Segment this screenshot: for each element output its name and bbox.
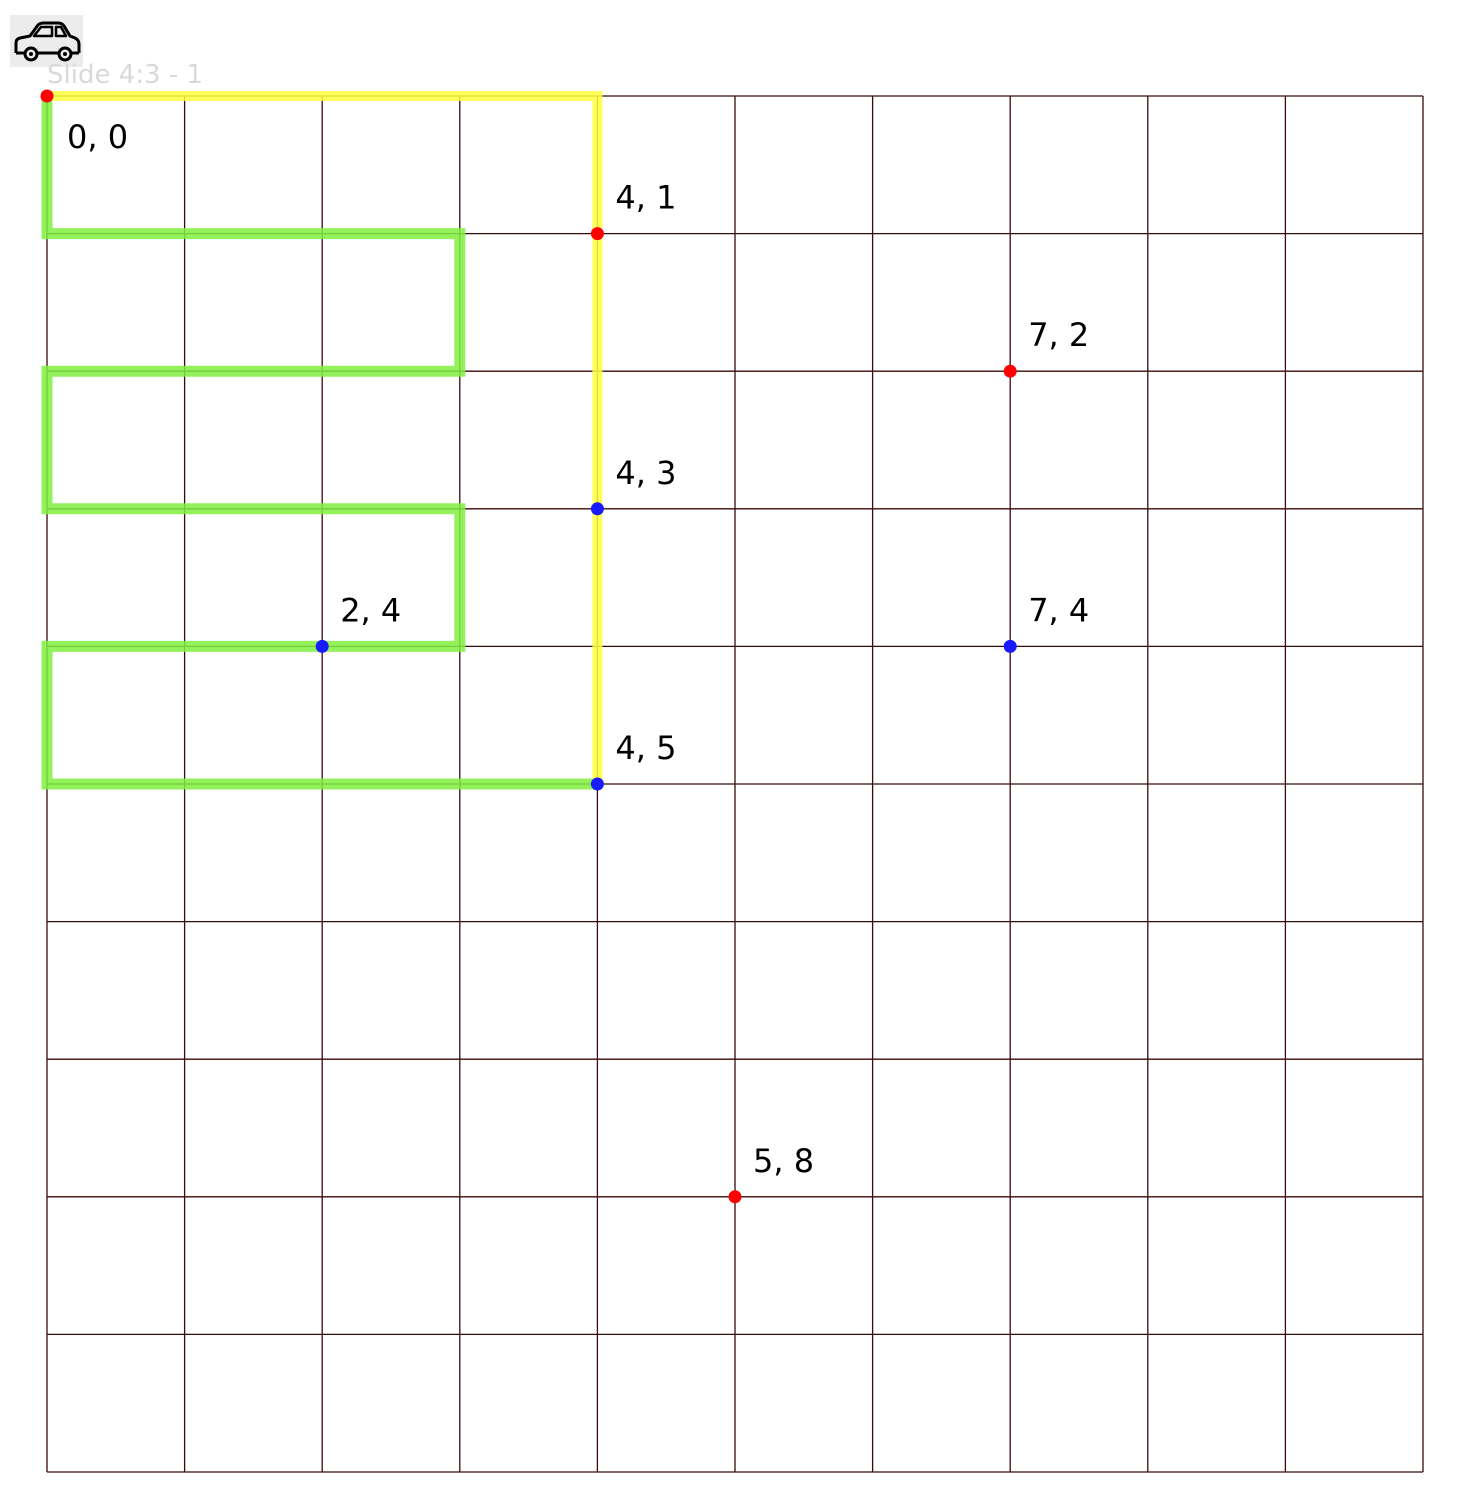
point-4-3	[590, 502, 604, 516]
point-7-2	[1003, 364, 1017, 378]
point-5-8	[728, 1190, 742, 1204]
point-0-0	[40, 89, 54, 103]
green-path	[41, 96, 598, 790]
point-label-7-4: 7, 4	[1028, 591, 1089, 629]
point-label-4-5: 4, 5	[615, 729, 676, 767]
point-label-0-0: 0, 0	[67, 118, 128, 156]
point-label-7-2: 7, 2	[1028, 316, 1089, 354]
point-label-4-3: 4, 3	[615, 454, 676, 492]
point-labels: 0, 0 4, 1 7, 2 4, 3 2, 4 7, 4 4, 5 5, 8	[67, 118, 1089, 1180]
yellow-path	[47, 91, 603, 784]
car-icon	[10, 15, 83, 67]
point-label-2-4: 2, 4	[340, 591, 401, 629]
point-4-5	[590, 777, 604, 791]
paths	[41, 91, 603, 790]
point-4-1	[590, 227, 604, 241]
point-2-4	[315, 639, 329, 653]
point-7-4	[1003, 639, 1017, 653]
point-label-4-1: 4, 1	[615, 179, 676, 217]
slide-label: Slide 4:3 - 1	[47, 60, 204, 90]
point-label-5-8: 5, 8	[753, 1142, 814, 1180]
points	[40, 89, 1017, 1204]
